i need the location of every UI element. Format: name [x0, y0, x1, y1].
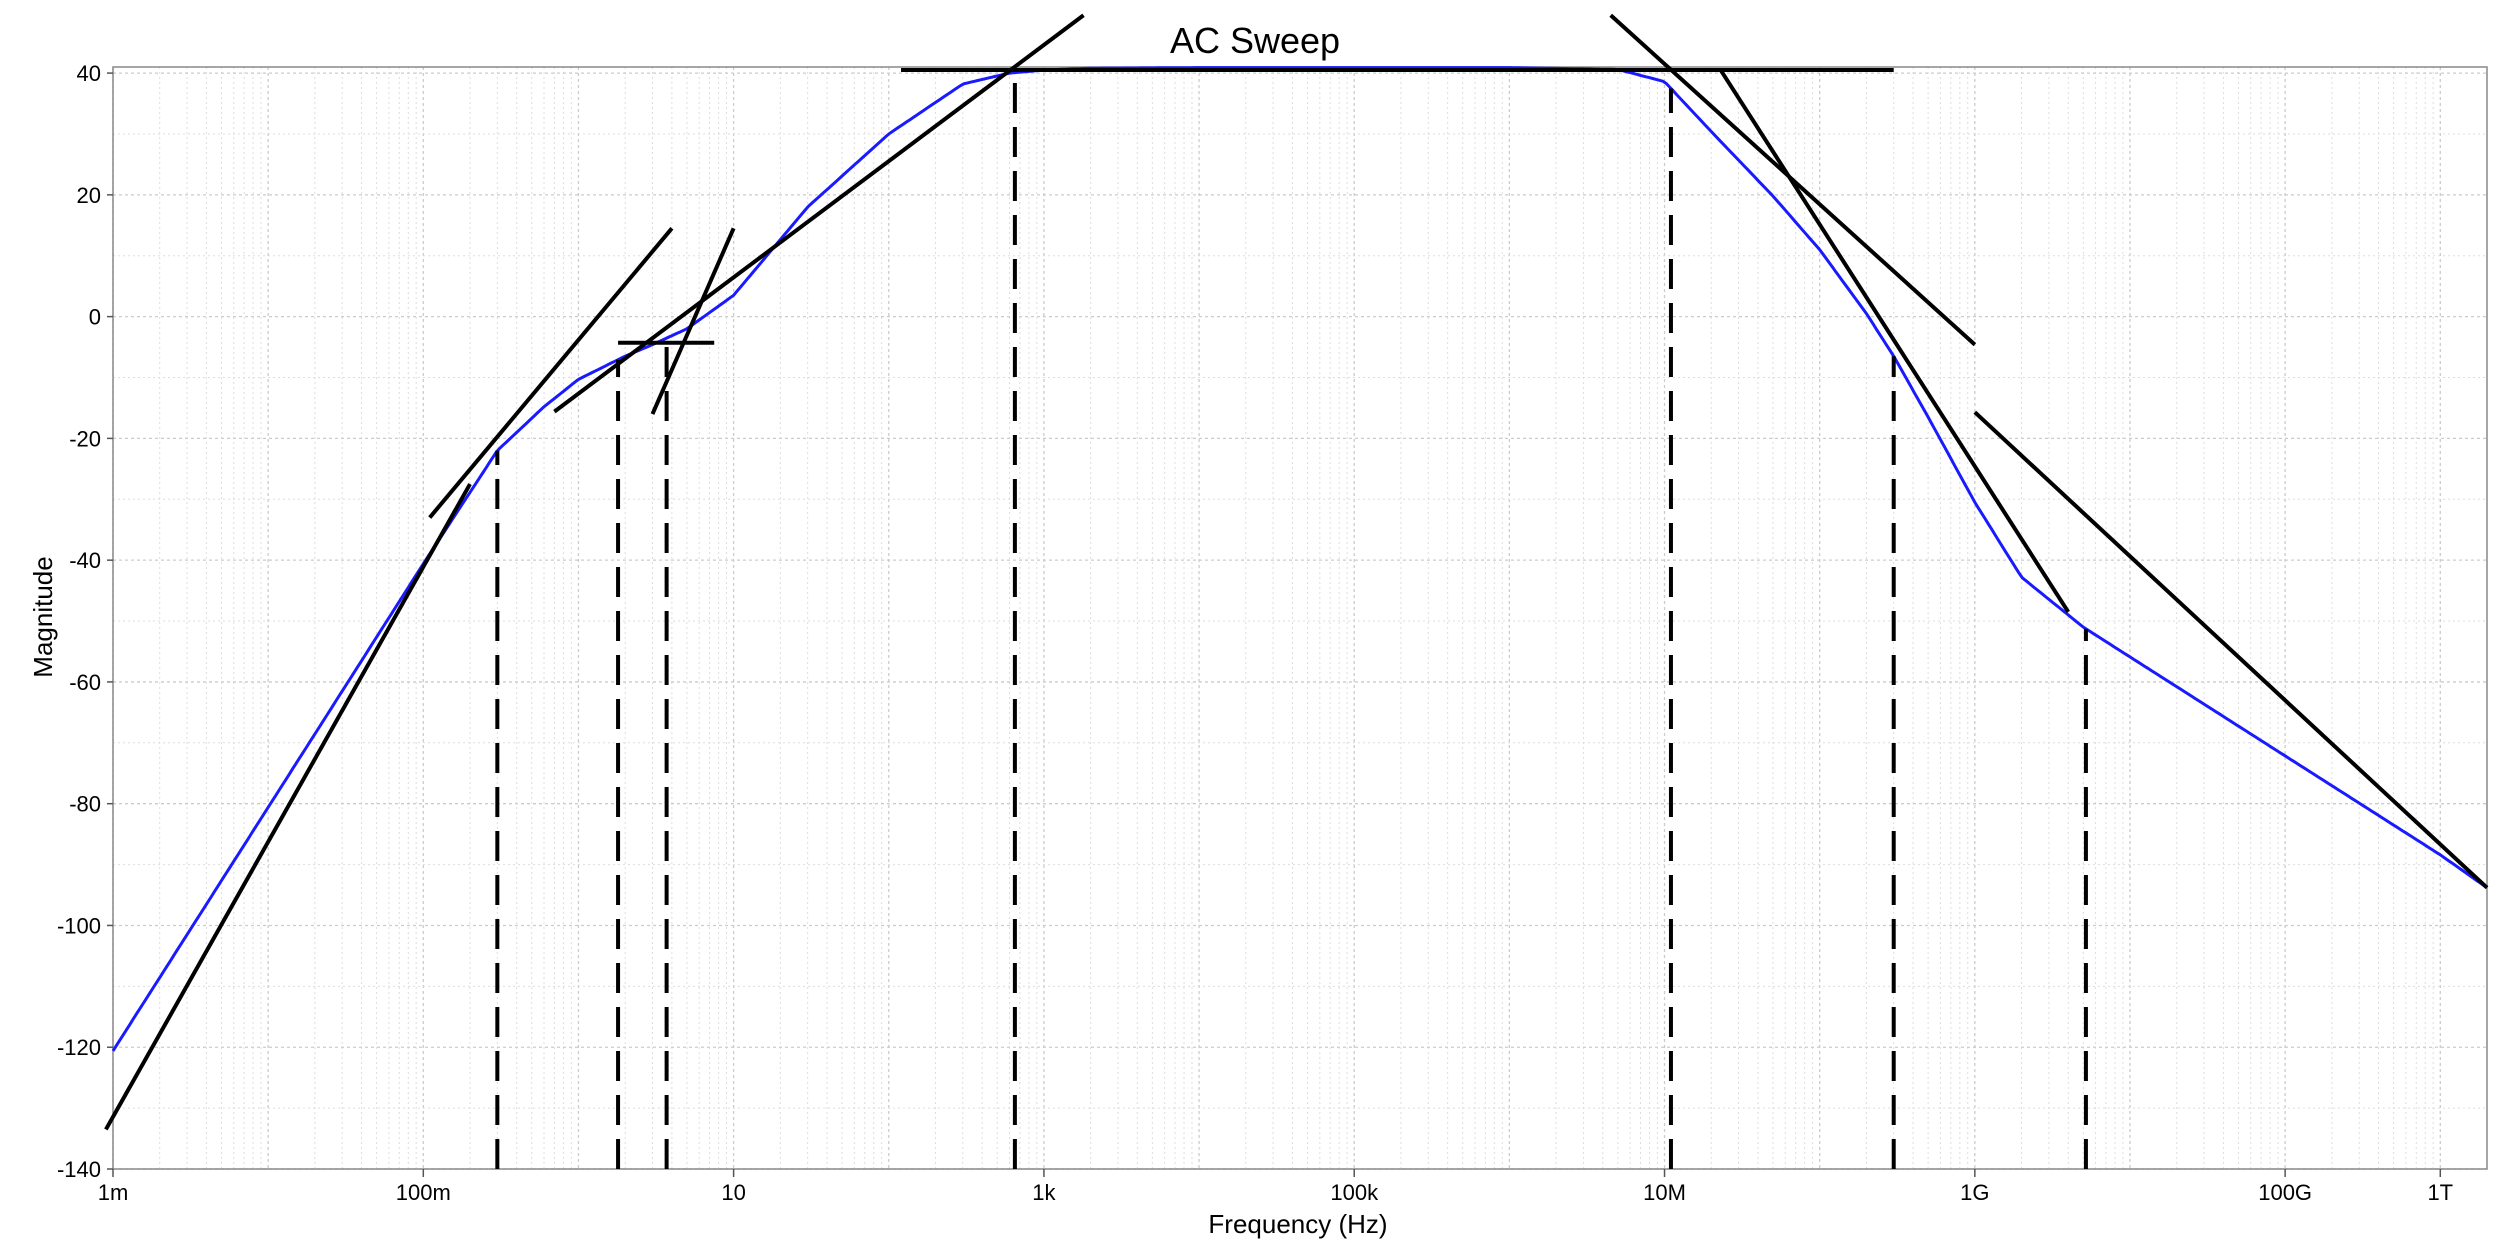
asymptote-line	[428, 227, 674, 519]
x-axis-label: Frequency (Hz)	[1208, 1209, 1387, 1239]
y-axis-label: Magnitude	[28, 556, 58, 677]
x-tick-label: 1k	[1032, 1180, 1056, 1205]
grid	[112, 67, 2488, 1170]
asymptote-line	[1718, 68, 2070, 613]
y-tick-label: -140	[57, 1157, 101, 1182]
y-tick-label: -120	[57, 1035, 101, 1060]
x-tick-label: 1m	[98, 1180, 129, 1205]
y-tick-label: -100	[57, 913, 101, 938]
y-tick-label: -20	[69, 426, 101, 451]
asymptote-line	[553, 13, 1085, 414]
asymptote-line	[1973, 410, 2489, 890]
y-tick-label: -80	[69, 792, 101, 817]
y-tick-label: -60	[69, 670, 101, 695]
asymptote-line	[104, 483, 472, 1131]
magnitude-curve	[111, 66, 2488, 1052]
y-axis-ticks: 40 20 0 -20 -40 -60 -80 -100 -120 -140	[57, 61, 113, 1182]
x-axis-ticks: 1m 100m 10 1k 100k 10M 1G 100G 1T	[98, 1169, 2453, 1205]
y-tick-label: 20	[77, 183, 101, 208]
x-tick-label: 10M	[1643, 1180, 1686, 1205]
y-tick-label: 40	[77, 61, 101, 86]
x-tick-label: 100k	[1330, 1180, 1379, 1205]
asymptote-line	[650, 227, 736, 415]
x-tick-label: 1T	[2427, 1180, 2453, 1205]
marker-layer	[495, 72, 2088, 1169]
y-tick-label: -40	[69, 548, 101, 573]
curve-layer	[111, 66, 2488, 1052]
x-tick-label: 10	[721, 1180, 745, 1205]
asymptote-layer	[104, 13, 2489, 1131]
chart-title: AC Sweep	[1170, 20, 1340, 61]
y-tick-label: 0	[89, 305, 101, 330]
plot-frame	[112, 66, 2488, 1170]
x-tick-label: 1G	[1960, 1180, 1989, 1205]
x-tick-label: 100G	[2258, 1180, 2312, 1205]
x-tick-label: 100m	[396, 1180, 451, 1205]
